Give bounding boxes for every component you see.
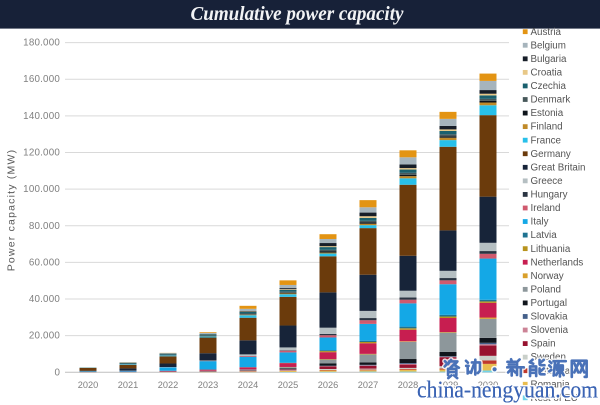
svg-text:Cumulative power capacity: Cumulative power capacity: [191, 3, 404, 25]
svg-text:2021: 2021: [118, 380, 138, 390]
svg-text:china-nengyuan.com: china-nengyuan.com: [417, 378, 598, 404]
svg-text:Finland: Finland: [531, 122, 563, 133]
svg-text:120.000: 120.000: [23, 147, 60, 158]
svg-text:Poland: Poland: [531, 284, 562, 295]
svg-text:Greece: Greece: [531, 176, 564, 187]
svg-text:Sweden: Sweden: [531, 352, 566, 363]
svg-text:Ireland: Ireland: [531, 203, 561, 214]
svg-text:0: 0: [55, 367, 61, 378]
svg-text:100.000: 100.000: [23, 184, 60, 195]
svg-text:40.000: 40.000: [29, 294, 61, 305]
svg-text:Great Britain: Great Britain: [531, 162, 586, 173]
svg-text:Hungary: Hungary: [531, 190, 568, 201]
svg-text:Lithuania: Lithuania: [531, 244, 571, 255]
svg-text:Czechia: Czechia: [531, 81, 567, 92]
svg-text:140.000: 140.000: [23, 111, 60, 122]
svg-text:2025: 2025: [278, 380, 298, 390]
svg-text:Austria: Austria: [531, 27, 562, 38]
svg-text:Power capacity (MW): Power capacity (MW): [6, 149, 18, 272]
svg-text:china-nengyuan.com: china-nengyuan.com: [417, 378, 598, 404]
svg-text:Germany: Germany: [531, 149, 571, 160]
svg-text:Estonia: Estonia: [531, 108, 564, 119]
svg-text:France: France: [531, 135, 562, 146]
svg-text:Croatia: Croatia: [531, 67, 563, 78]
svg-text:Romania: Romania: [531, 379, 571, 390]
svg-text:2029: 2029: [438, 380, 458, 390]
svg-text:2022: 2022: [158, 380, 178, 390]
svg-text:Italy: Italy: [531, 217, 549, 228]
svg-text:Portugal: Portugal: [531, 298, 568, 309]
svg-text:Norway: Norway: [531, 271, 564, 282]
svg-text:Slovenia: Slovenia: [531, 325, 569, 336]
svg-text:80.000: 80.000: [29, 221, 61, 232]
svg-text:Spain: Spain: [531, 339, 556, 350]
svg-text:60.000: 60.000: [29, 257, 61, 268]
svg-text:2028: 2028: [398, 380, 418, 390]
svg-text:Netherlands: Netherlands: [531, 257, 584, 268]
svg-text:180.000: 180.000: [23, 38, 60, 49]
svg-text:2024: 2024: [238, 380, 258, 390]
svg-text:Bulgaria: Bulgaria: [531, 54, 567, 65]
svg-text:2026: 2026: [318, 380, 338, 390]
svg-text:2023: 2023: [198, 380, 218, 390]
svg-text:Slovakia: Slovakia: [531, 312, 569, 323]
svg-text:Rest of EU: Rest of EU: [531, 393, 578, 404]
svg-text:20.000: 20.000: [29, 331, 61, 342]
svg-text:2020: 2020: [78, 380, 98, 390]
svg-text:160.000: 160.000: [23, 74, 60, 85]
svg-text:Belgium: Belgium: [531, 40, 566, 51]
svg-text:2027: 2027: [358, 380, 378, 390]
svg-text:Latvia: Latvia: [531, 230, 558, 241]
svg-text:Denmark: Denmark: [531, 95, 571, 106]
svg-text:2030: 2030: [478, 380, 498, 390]
